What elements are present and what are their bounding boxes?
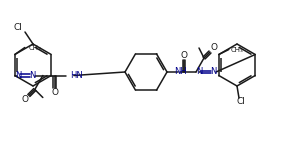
Text: N: N [196, 67, 202, 76]
Text: N: N [29, 71, 35, 80]
Text: HN: HN [70, 71, 83, 80]
Text: N: N [15, 71, 21, 80]
Text: CH₃: CH₃ [231, 46, 243, 52]
Text: CH₃: CH₃ [29, 45, 42, 51]
Text: NH: NH [174, 67, 187, 76]
Text: O: O [180, 51, 188, 59]
Text: O: O [21, 95, 28, 104]
Text: O: O [51, 88, 58, 97]
Text: Cl: Cl [236, 97, 246, 107]
Text: N: N [210, 67, 216, 76]
Text: O: O [210, 44, 217, 52]
Text: Cl: Cl [13, 24, 23, 32]
